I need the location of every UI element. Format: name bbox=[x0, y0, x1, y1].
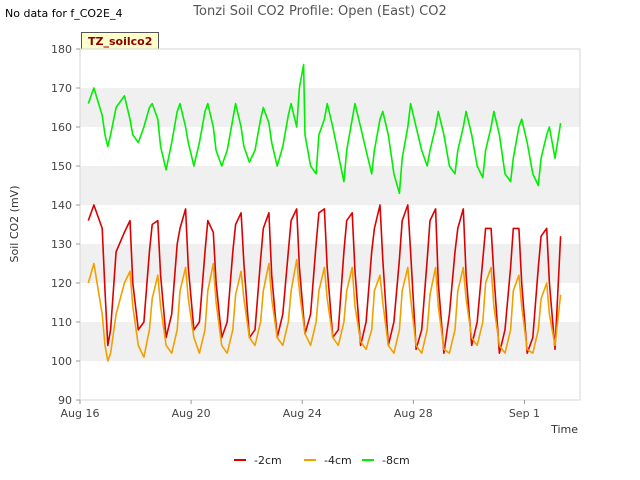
series-lines bbox=[87, 63, 562, 362]
y-tick-label: 130 bbox=[51, 238, 72, 251]
legend-label: -2cm bbox=[254, 454, 282, 467]
y-tick-label: 180 bbox=[51, 43, 72, 56]
x-axis-label: Time bbox=[550, 423, 578, 436]
plot-band bbox=[80, 244, 580, 283]
x-tick-label: Sep 1 bbox=[509, 407, 540, 420]
plot-band bbox=[80, 205, 580, 244]
x-tick-label: Aug 24 bbox=[283, 407, 322, 420]
plot-band bbox=[80, 49, 580, 88]
legend: -2cm -4cm -8cm bbox=[234, 454, 410, 467]
y-tick-label: 90 bbox=[58, 394, 72, 407]
y-tick-label: 140 bbox=[51, 199, 72, 212]
x-axis-ticks: Aug 16 Aug 20 Aug 24 Aug 28 Sep 1 bbox=[61, 400, 540, 420]
y-tick-label: 110 bbox=[51, 316, 72, 329]
y-tick-label: 150 bbox=[51, 160, 72, 173]
no-data-message: No data for f_CO2E_4 bbox=[5, 7, 123, 20]
x-tick-label: Aug 28 bbox=[394, 407, 433, 420]
y-tick-label: 160 bbox=[51, 121, 72, 134]
y-tick-label: 120 bbox=[51, 277, 72, 290]
plot-band bbox=[80, 166, 580, 205]
series-line-4cm bbox=[87, 258, 562, 362]
y-axis-label: Soil CO2 (mV) bbox=[8, 186, 21, 263]
y-tick-label: 100 bbox=[51, 355, 72, 368]
legend-label: -4cm bbox=[324, 454, 352, 467]
chart-title: Tonzi Soil CO2 Profile: Open (East) CO2 bbox=[193, 4, 447, 19]
x-tick-label: Aug 16 bbox=[61, 407, 100, 420]
x-tick-label: Aug 20 bbox=[172, 407, 211, 420]
plot-band bbox=[80, 88, 580, 127]
series-line-8cm bbox=[87, 63, 562, 195]
plot-bands bbox=[80, 49, 580, 400]
legend-label: -8cm bbox=[382, 454, 410, 467]
y-axis-ticks: 90 100 110 120 130 140 150 160 170 180 bbox=[51, 43, 80, 407]
plot-frame bbox=[79, 48, 581, 401]
y-tick-label: 170 bbox=[51, 82, 72, 95]
plot-band bbox=[80, 127, 580, 166]
series-line-2cm bbox=[87, 204, 562, 355]
site-badge[interactable]: TZ_soilco2 bbox=[81, 32, 160, 51]
plot-band bbox=[80, 361, 580, 400]
